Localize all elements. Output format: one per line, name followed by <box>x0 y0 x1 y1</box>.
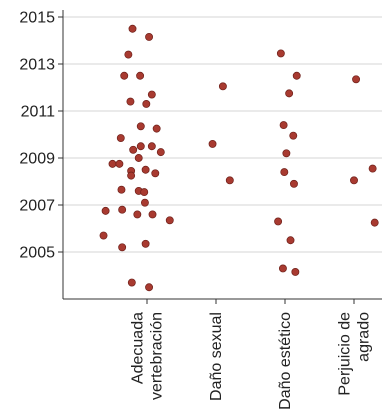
y-tick-label: 2011 <box>21 104 56 121</box>
data-point <box>134 154 143 162</box>
y-tick-label: 2015 <box>19 10 55 27</box>
data-point <box>140 188 149 197</box>
data-point <box>127 278 136 287</box>
data-point <box>152 124 161 133</box>
data-point <box>117 185 126 194</box>
data-point <box>147 90 156 99</box>
data-point <box>282 149 291 158</box>
data-point <box>141 239 150 248</box>
data-point <box>118 243 127 252</box>
data-point <box>145 283 154 292</box>
data-point <box>145 33 154 41</box>
data-point <box>289 131 298 140</box>
x-tick-label: Daño sexual <box>208 312 225 401</box>
data-point <box>225 176 234 185</box>
data-point <box>99 231 108 240</box>
y-tick-label: 2009 <box>19 151 55 168</box>
x-tick-label: vertebración <box>149 312 166 400</box>
data-point <box>208 139 217 148</box>
data-point <box>120 71 129 80</box>
data-point <box>136 122 145 131</box>
y-tick-label: 2005 <box>19 245 55 262</box>
data-point <box>278 264 287 273</box>
data-point <box>115 159 124 168</box>
x-axis-ticks: Adecuada vertebración Daño sexual Daño esté… <box>130 299 373 410</box>
data-point <box>370 218 379 227</box>
data-point <box>101 206 110 215</box>
x-tick-label: Adecuada <box>130 312 147 384</box>
data-point <box>133 210 142 219</box>
data-point <box>151 169 160 178</box>
data-point <box>218 82 227 91</box>
data-point <box>274 217 283 226</box>
data-point <box>368 164 377 173</box>
data-point <box>141 165 150 174</box>
axes <box>62 10 382 300</box>
data-point <box>128 24 137 33</box>
data-point <box>165 216 174 225</box>
data-point <box>129 145 138 154</box>
data-point <box>126 97 135 106</box>
data-point <box>136 142 145 151</box>
y-axis-ticks: 2005 2007 2009 2011 2013 2015 <box>19 10 63 262</box>
data-point <box>142 99 151 108</box>
data-point <box>292 71 301 80</box>
data-point <box>136 71 145 80</box>
data-point <box>350 176 358 185</box>
data-point <box>291 268 300 276</box>
data-point <box>148 210 157 219</box>
data-point <box>286 236 295 245</box>
data-point <box>156 148 165 157</box>
x-tick-label: agrado <box>356 312 373 362</box>
data-point <box>276 49 285 58</box>
data-point <box>279 121 288 130</box>
data-point <box>118 205 127 214</box>
y-tick-label: 2013 <box>19 57 55 74</box>
data-point <box>280 168 289 177</box>
grid-lines <box>63 16 382 253</box>
data-point <box>285 89 294 98</box>
data-points <box>99 24 379 292</box>
data-point <box>147 142 156 151</box>
data-point <box>140 198 149 207</box>
data-point <box>352 75 361 84</box>
x-tick-label: Daño estético <box>277 312 294 410</box>
x-tick-label: Perjuicio de <box>337 312 354 396</box>
data-point <box>124 50 133 59</box>
y-tick-label: 2007 <box>19 198 55 215</box>
data-point <box>127 171 136 180</box>
data-point <box>116 134 125 142</box>
data-point <box>108 159 117 168</box>
data-point <box>290 179 298 188</box>
